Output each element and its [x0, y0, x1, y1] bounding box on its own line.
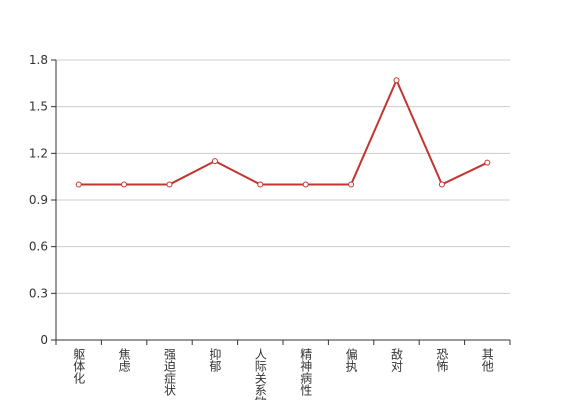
x-tick-label: 恐怖 — [435, 348, 449, 372]
y-tick-label: 1.8 — [29, 53, 48, 67]
x-tick-label: 焦虑 — [117, 348, 131, 372]
x-tick-label: 偏执 — [344, 347, 358, 373]
x-tick-label: 敌对 — [390, 347, 404, 372]
point — [484, 159, 491, 166]
y-tick-label: 1.2 — [29, 146, 48, 160]
point — [393, 77, 400, 84]
x-tick-label: 精神病性 — [299, 348, 313, 397]
y-tick-label: 0.3 — [29, 286, 48, 300]
x-tick-label: 人际关系敏感 — [253, 348, 267, 400]
y-tick-label: 1.5 — [29, 100, 48, 114]
line — [78, 77, 488, 186]
point — [348, 181, 355, 188]
y-tick-label: 0 — [40, 333, 48, 347]
point — [75, 181, 82, 188]
point — [211, 158, 218, 165]
point — [302, 181, 309, 188]
y-tick-label: 0.6 — [29, 240, 48, 254]
y-tick-label: 0.9 — [29, 193, 48, 207]
point — [121, 181, 128, 188]
point — [166, 181, 173, 188]
point — [257, 181, 264, 188]
x-tick-label: 抑郁 — [208, 347, 222, 373]
point — [438, 181, 445, 188]
x-tick-label: 强迫症状 — [163, 348, 177, 396]
x-tick-label: 躯体化 — [72, 347, 86, 385]
x-tick-label: 其他 — [480, 348, 494, 372]
